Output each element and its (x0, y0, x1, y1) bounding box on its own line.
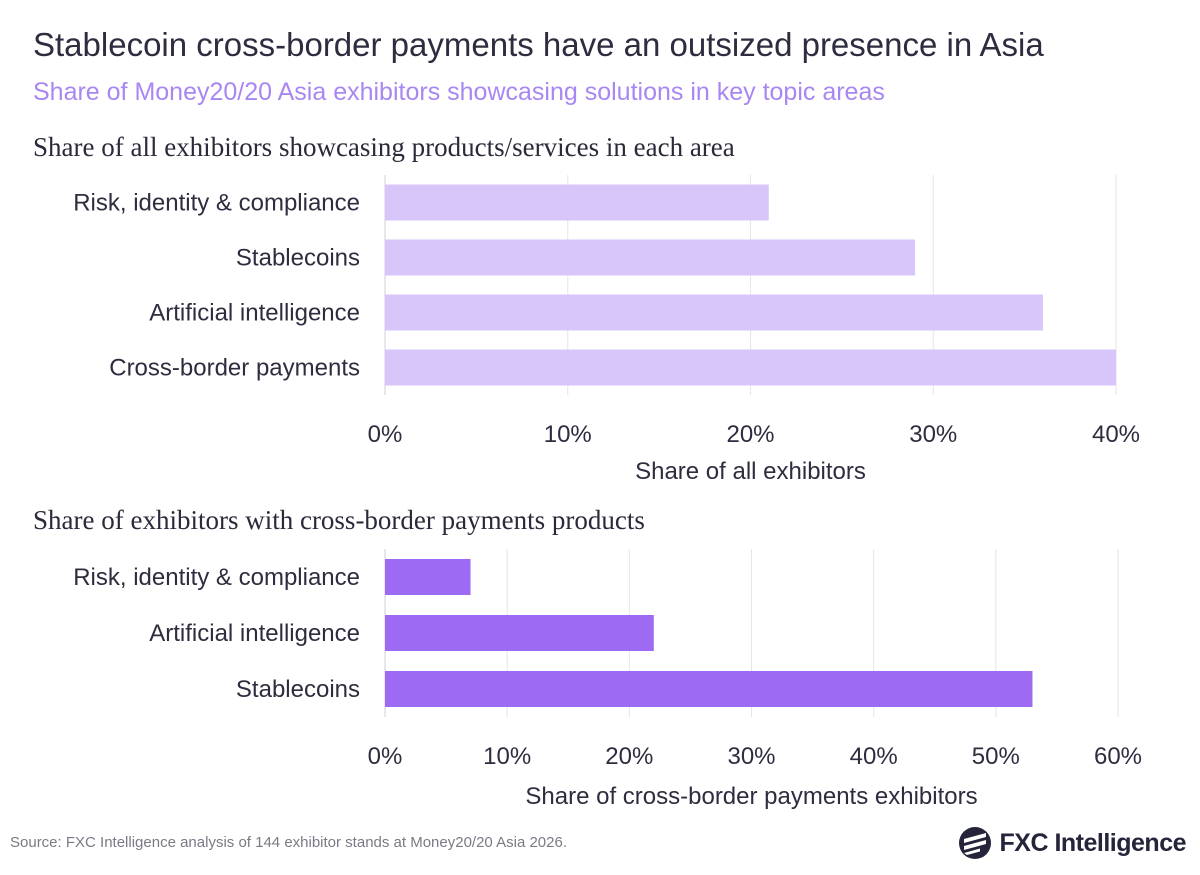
category-label-cross-border-payments: Cross-border payments (109, 355, 360, 382)
tick-label-10: 10% (544, 421, 592, 448)
bar-stablecoins (385, 239, 915, 276)
bar-artificial-intelligence (385, 615, 654, 651)
x-axis-title: Share of cross-border payments exhibitor… (525, 783, 977, 810)
brand-name: FXC Intelligence (999, 828, 1187, 857)
tick-label-60: 60% (1094, 743, 1142, 770)
bar-risk-identity-compliance (385, 184, 769, 221)
tick-label-50: 50% (972, 743, 1020, 770)
bar-risk-identity-compliance (385, 559, 471, 595)
tick-label-40: 40% (850, 743, 898, 770)
bar-cross-border-payments (385, 349, 1116, 386)
tick-label-0: 0% (368, 421, 403, 448)
source-note: Source: FXC Intelligence analysis of 144… (10, 834, 567, 851)
brand-logo: FXC Intelligence (958, 826, 1187, 860)
category-label-stablecoins: Stablecoins (236, 676, 360, 703)
bar-stablecoins (385, 671, 1033, 707)
category-label-artificial-intelligence: Artificial intelligence (149, 300, 360, 327)
tick-label-20: 20% (605, 743, 653, 770)
panel-2-bar-chart: Risk, identity & compliance Artificial in… (73, 549, 1142, 810)
category-label-risk-identity-compliance: Risk, identity & compliance (73, 564, 360, 591)
tick-label-30: 30% (727, 743, 775, 770)
panel-1-title: Share of all exhibitors showcasing produ… (33, 132, 735, 162)
panel-2-title: Share of exhibitors with cross-border pa… (33, 505, 645, 535)
panel-1-bar-chart: Risk, identity & compliance Stablecoins Ar… (73, 175, 1140, 485)
bar-artificial-intelligence (385, 294, 1043, 331)
tick-label-40: 40% (1092, 421, 1140, 448)
category-label-artificial-intelligence: Artificial intelligence (149, 620, 360, 647)
chart-title: Stablecoin cross-border payments have an… (33, 26, 1044, 63)
tick-label-20: 20% (726, 421, 774, 448)
fxc-logo-icon (958, 827, 991, 859)
tick-label-30: 30% (909, 421, 957, 448)
chart-subtitle: Share of Money20/20 Asia exhibitors show… (33, 78, 885, 106)
tick-label-10: 10% (483, 743, 531, 770)
category-label-risk-identity-compliance: Risk, identity & compliance (73, 190, 360, 217)
category-label-stablecoins: Stablecoins (236, 245, 360, 272)
x-axis-title: Share of all exhibitors (635, 458, 866, 485)
tick-label-0: 0% (368, 743, 403, 770)
